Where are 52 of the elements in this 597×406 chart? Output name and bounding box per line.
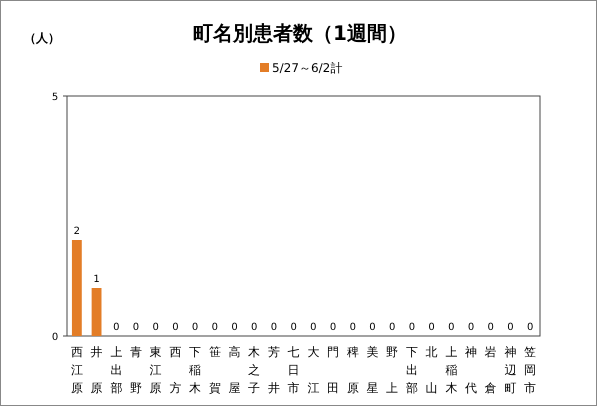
data-label: 0 (330, 322, 336, 333)
category-label: 大江 (307, 345, 320, 395)
x-tick-label: 東江原 (150, 345, 162, 395)
x-tick-label: 神辺町 (504, 345, 516, 395)
data-label: 1 (93, 274, 100, 285)
x-tick-label: 上出部 (110, 345, 122, 395)
data-label: 0 (350, 322, 356, 333)
category-label: 井原 (90, 345, 103, 395)
data-label: 0 (132, 322, 140, 333)
category-label: 西方 (169, 345, 182, 395)
x-tick-label: 下稲木 (189, 345, 202, 395)
data-label: 0 (212, 322, 218, 333)
x-tick-label: 笠岡市 (524, 345, 536, 395)
x-tick-label: 七日市 (288, 345, 300, 395)
data-label: 0 (113, 322, 120, 333)
data-label: 0 (468, 322, 474, 333)
data-label: 0 (290, 322, 297, 333)
category-label: 北山 (426, 345, 438, 395)
y-tick-label: 5 (52, 92, 58, 103)
chart-title: 町名別患者数（1週間） (193, 21, 407, 45)
category-label: 稗原 (346, 345, 359, 395)
data-label: 0 (231, 322, 238, 333)
data-label: 0 (488, 322, 494, 333)
data-label: 0 (526, 322, 534, 333)
data-label: 0 (369, 322, 376, 333)
data-label: 0 (310, 322, 317, 333)
data-label: 0 (448, 322, 454, 333)
data-label: 0 (507, 322, 514, 333)
data-label: 0 (428, 322, 435, 333)
legend-label: 5/27～6/2計 (272, 61, 342, 75)
category-label: 青野 (130, 345, 142, 395)
y-axis-title: （人） (24, 31, 60, 45)
x-tick-label: 西江原 (70, 345, 83, 395)
data-label: 0 (172, 322, 179, 333)
data-label: 0 (408, 322, 416, 333)
category-label: 美星 (366, 345, 378, 395)
data-label: 0 (251, 322, 258, 333)
data-label: 0 (389, 322, 396, 333)
category-label: 芳井 (268, 345, 280, 395)
category-label: 高屋 (228, 345, 241, 395)
category-label: 野上 (386, 345, 398, 395)
category-label: 岩倉 (484, 345, 497, 395)
data-label: 0 (152, 322, 159, 333)
x-tick-label: 上稲木 (445, 345, 458, 395)
data-label: 0 (192, 322, 198, 333)
category-label: 門田 (327, 345, 340, 395)
category-label: 笹賀 (208, 345, 221, 395)
x-tick-label: 下出部 (406, 345, 418, 395)
data-label: 0 (270, 322, 278, 333)
data-label: 2 (74, 226, 80, 237)
x-tick-label: 木之子 (248, 345, 260, 395)
category-label: 神代 (465, 345, 478, 395)
